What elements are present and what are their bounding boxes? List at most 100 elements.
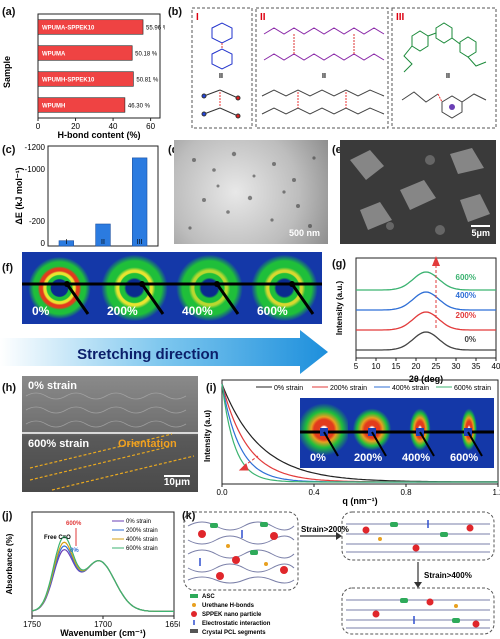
bar-value-label: 50.81 % xyxy=(136,78,159,84)
saxs-600-label: 600% xyxy=(450,452,479,464)
bar-II xyxy=(95,223,111,247)
panel-c-xtick: I xyxy=(65,239,67,246)
bar-value-label: 55.96 % xyxy=(146,26,165,32)
j-legend-3: 600% strain xyxy=(126,546,158,552)
saxs-strip: 0% 200% 400% 600% xyxy=(300,398,494,468)
panel-c-chart: -1200 -1000 -200 0 ΔE (kJ mol⁻¹) I II III xyxy=(14,143,159,248)
panel-b-roman-3: III xyxy=(396,12,405,23)
j-anno-zero: 0% xyxy=(70,548,79,554)
panel-b-roman-1: I xyxy=(196,12,199,23)
xrd-line-200pct xyxy=(356,311,496,331)
structure-1-3d xyxy=(201,89,241,119)
structure-3-molecule xyxy=(403,22,487,73)
structure-2-molecule xyxy=(263,27,385,61)
g-label-400: 400% xyxy=(456,291,476,300)
sem-strain-image: 0% strain 600% strain Orientation 10μm xyxy=(22,376,198,492)
panel-g-ylabel: Intensity (a.u.) xyxy=(335,281,344,336)
h-bottom-label: 600% strain xyxy=(28,438,90,450)
panel-g-xtick: 5 xyxy=(354,362,359,371)
panel-g-xtick: 15 xyxy=(392,362,401,371)
structure-1-molecule xyxy=(211,22,233,70)
bar-label: WPUMA-SPPEK10 xyxy=(42,26,95,32)
k-legend-3: Electrostatic interaction xyxy=(202,621,271,627)
g-label-0: 0% xyxy=(464,335,476,344)
saxs-200-label: 200% xyxy=(354,452,383,464)
panel-j-ylabel: Absorbance (%) xyxy=(5,533,14,594)
xrd-line-400pct xyxy=(356,291,496,311)
panel-c-label: (c) xyxy=(2,144,16,156)
panel-i-xtick: 0.4 xyxy=(308,488,320,497)
waxd-200-label: 200% xyxy=(107,304,138,318)
i-legend-2: 400% strain xyxy=(392,385,429,392)
i-legend-1: 200% strain xyxy=(330,385,367,392)
bar-label: WPUMH-SPPEK10 xyxy=(42,78,95,84)
saxs-0-label: 0% xyxy=(310,452,326,464)
bar-wpumh-sppek10 xyxy=(37,71,134,87)
panel-i-xlabel: q (nm⁻¹) xyxy=(342,496,377,506)
g-label-600: 600% xyxy=(456,273,476,282)
k-legend-4: Crystal PCL segments xyxy=(202,630,266,636)
panel-i-label: (i) xyxy=(206,382,217,394)
k-strain1: Strain>200% xyxy=(301,525,349,534)
saxs-400-label: 400% xyxy=(402,452,431,464)
panel-b-structures: I II III II II II xyxy=(191,7,497,129)
waxd-400-label: 400% xyxy=(182,304,213,318)
waxd-400: 400% xyxy=(172,252,247,324)
stretching-arrow: Stretching direction xyxy=(0,330,328,374)
panel-c-xtick: II xyxy=(101,239,105,246)
panel-i-chart: 0% strain 200% strain 400% strain 600% s… xyxy=(203,379,500,506)
bar-I xyxy=(58,240,74,247)
panel-g-xtick: 35 xyxy=(472,362,481,371)
j-legend-0: 0% strain xyxy=(126,519,151,525)
structure-1-mark: II xyxy=(219,73,223,80)
structure-2-3d xyxy=(261,89,385,115)
g-label-200: 200% xyxy=(456,311,476,320)
j-anno-free: Free C=O xyxy=(44,535,71,541)
panel-f-label: (f) xyxy=(2,262,13,274)
k-strain2: Strain>400% xyxy=(424,571,472,580)
panel-c-ytick-3: 0 xyxy=(41,239,46,248)
saxs-line-3 xyxy=(221,383,498,483)
waxd-600-label: 600% xyxy=(257,304,288,318)
panel-j-chart: 0% strain 200% strain 400% strain 600% s… xyxy=(5,511,180,638)
panel-i-xtick: 0.0 xyxy=(216,488,228,497)
waxd-0-label: 0% xyxy=(32,304,50,318)
k-legend-2: SPPEK nano particle xyxy=(202,612,262,618)
panel-a-xlabel: H-bond content (%) xyxy=(58,130,141,140)
panel-c-ylabel: ΔE (kJ mol⁻¹) xyxy=(14,167,24,224)
waxd-0: 0% xyxy=(22,252,97,324)
panel-g-xlabel: 2θ (deg) xyxy=(409,374,443,384)
panel-k-label: (k) xyxy=(182,510,196,522)
stretching-arrow-text: Stretching direction xyxy=(77,346,219,363)
panel-c-ytick-2: -200 xyxy=(29,217,46,226)
ftir-line-0 xyxy=(31,548,174,612)
panel-a-ylabel: Sample xyxy=(2,56,12,88)
panel-c-ytick-0: -1200 xyxy=(25,143,46,152)
bar-label: WPUMH xyxy=(42,104,65,110)
panel-j-xtick: 1700 xyxy=(94,620,112,629)
panel-a-label: (a) xyxy=(2,6,16,18)
bar-wpumh xyxy=(37,97,126,113)
bar-value-label: 50.18 % xyxy=(135,52,158,58)
panel-i-xtick: 1.2 xyxy=(492,488,500,497)
bar-label: WPUMA xyxy=(42,52,66,58)
tem-image: 500 nm xyxy=(174,140,328,244)
h-orient-label: Orientation xyxy=(118,438,177,450)
panel-h-label: (h) xyxy=(2,382,17,394)
panel-g-xtick: 10 xyxy=(372,362,381,371)
i-legend-0: 0% strain xyxy=(274,385,303,392)
panel-g-chart: 600% 400% 200% 0% Intensity (a.u.) 5 10 15… xyxy=(335,256,500,384)
tem-scale: 500 nm xyxy=(288,228,320,238)
ftir-line-3 xyxy=(31,536,174,612)
panel-a-chart: WPUMA-SPPEK10 55.96 % WPUMA 50.18 % WPUMH-SP… xyxy=(2,13,165,140)
j-legend-1: 200% strain xyxy=(126,528,158,534)
ftir-line-1 xyxy=(31,545,174,612)
panel-j-xlabel: Wavenumber (cm⁻¹) xyxy=(60,628,145,638)
i-legend-3: 600% strain xyxy=(454,385,491,392)
h-scale: 10μm xyxy=(163,475,190,488)
panel-c-ytick-1: -1000 xyxy=(25,165,46,174)
panel-j-xtick: 1650 xyxy=(165,620,180,629)
waxd-600: 600% xyxy=(247,252,322,324)
panel-g-xtick: 30 xyxy=(452,362,461,371)
waxd-200: 200% xyxy=(97,252,172,324)
